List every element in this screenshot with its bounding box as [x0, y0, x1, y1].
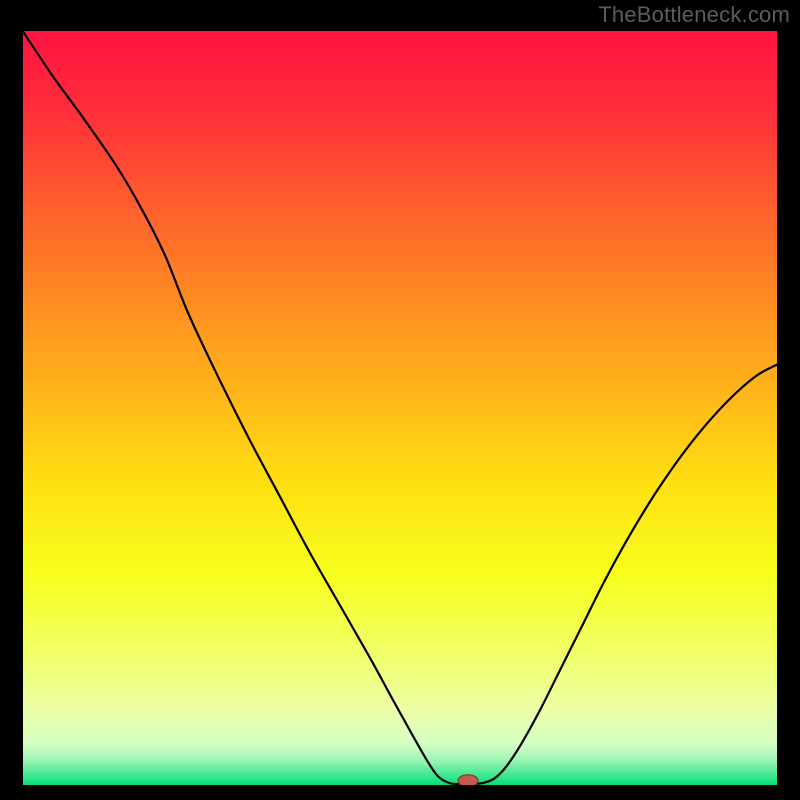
plot-frame: [23, 31, 778, 786]
chart-container: TheBottleneck.com: [0, 0, 800, 800]
watermark-text: TheBottleneck.com: [598, 2, 790, 28]
plot-overlay-svg: [22, 30, 778, 786]
bottleneck-curve: [22, 30, 778, 784]
optimum-marker: [458, 775, 478, 786]
plot-wrapper: [22, 30, 778, 786]
